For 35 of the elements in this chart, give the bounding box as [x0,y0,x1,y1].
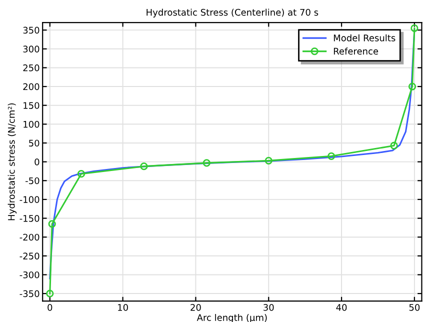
y-axis-title: Hydrostatic stress (N/cm²) [8,103,17,220]
x-tick-label: 0 [48,304,52,311]
x-tick-label: 30 [264,304,274,311]
y-tick-label: 350 [23,26,40,34]
y-tick-label: -100 [20,196,40,203]
y-tick-label: 100 [24,120,40,128]
point [48,220,56,228]
x-tick-label: 50 [409,304,420,311]
y-tick-label: -200 [20,234,40,241]
x-tick-label: 10 [118,304,128,311]
point [410,24,418,32]
point [140,162,148,170]
y-tick-label: -50 [26,177,40,184]
y-tick-label: 200 [23,83,40,90]
legend-label: Reference [334,48,378,55]
point [328,152,336,160]
y-tick-label: 250 [23,64,40,72]
point [46,290,54,298]
chart-title: Hydrostatic Stress (Centerline) at 70 s [146,8,318,18]
point [202,159,210,167]
point [264,156,272,164]
point [390,142,398,150]
y-tick-label: -150 [20,214,40,222]
y-tick-label: 150 [24,102,40,109]
point [408,82,416,90]
y-tick-label: 50 [29,140,40,147]
y-tick-label: 300 [23,46,40,52]
x-tick-label: 20 [190,304,201,311]
y-tick-label: -250 [20,252,40,260]
legend-label: Model Results [334,34,396,42]
point [77,170,86,178]
y-tick-label: -300 [20,271,40,278]
y-tick-label: 0 [34,158,40,166]
y-tick-label: -350 [20,290,40,298]
x-tick-label: 40 [336,304,347,311]
